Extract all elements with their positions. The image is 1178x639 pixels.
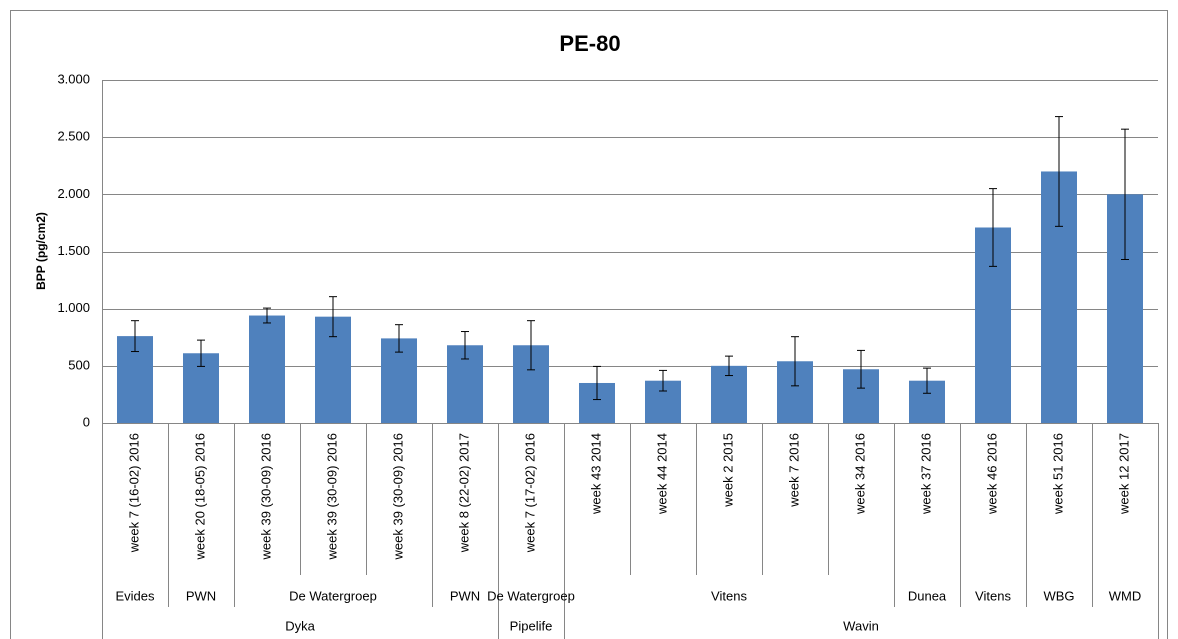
x-tick-label: week 20 (18-05) 2016 [192, 433, 207, 560]
x-tick-label: week 7 2016 [786, 433, 801, 508]
y-tick-label: 1.000 [57, 300, 90, 315]
category-group-label: Vitens [711, 588, 747, 603]
x-tick-label: week 39 (30-09) 2016 [258, 433, 273, 560]
chart-title: PE-80 [559, 31, 620, 56]
x-tick-label: week 51 2016 [1050, 433, 1065, 515]
category-group-label: De Watergroep [289, 588, 377, 603]
x-tick-label: week 46 2016 [984, 433, 999, 515]
y-tick-label: 1.500 [57, 243, 90, 258]
category-group-label: PWN [186, 588, 216, 603]
x-tick-label: week 7 (16-02) 2016 [126, 433, 141, 553]
x-tick-label: week 2 2015 [720, 433, 735, 508]
category-group-label: De Watergroep [487, 588, 575, 603]
y-axis-label: BPP (pg/cm2) [34, 212, 48, 290]
category-group-label: Pipelife [510, 618, 553, 633]
y-tick-label: 0 [83, 414, 90, 429]
category-group-label: Evides [115, 588, 155, 603]
bar [249, 315, 285, 423]
category-group-label: PWN [450, 588, 480, 603]
x-tick-label: week 37 2016 [918, 433, 933, 515]
x-tick-label: week 7 (17-02) 2016 [522, 433, 537, 553]
x-tick-label: week 8 (22-02) 2017 [456, 433, 471, 553]
category-group-label: WMD [1109, 588, 1142, 603]
x-tick-label: week 34 2016 [852, 433, 867, 515]
chart-border [10, 10, 1168, 639]
x-tick-label: week 43 2014 [588, 433, 603, 515]
category-group-label: Dunea [908, 588, 947, 603]
category-group-label: Dyka [285, 618, 315, 633]
y-tick-label: 500 [68, 357, 90, 372]
y-tick-label: 2.000 [57, 186, 90, 201]
y-tick-label: 2.500 [57, 129, 90, 144]
x-tick-label: week 44 2014 [654, 433, 669, 515]
x-tick-label: week 39 (30-09) 2016 [390, 433, 405, 560]
x-tick-label: week 12 2017 [1116, 433, 1131, 515]
category-group-label: WBG [1043, 588, 1074, 603]
y-tick-label: 3.000 [57, 71, 90, 86]
category-group-label: Wavin [843, 618, 879, 633]
x-tick-label: week 39 (30-09) 2016 [324, 433, 339, 560]
category-group-label: Vitens [975, 588, 1011, 603]
